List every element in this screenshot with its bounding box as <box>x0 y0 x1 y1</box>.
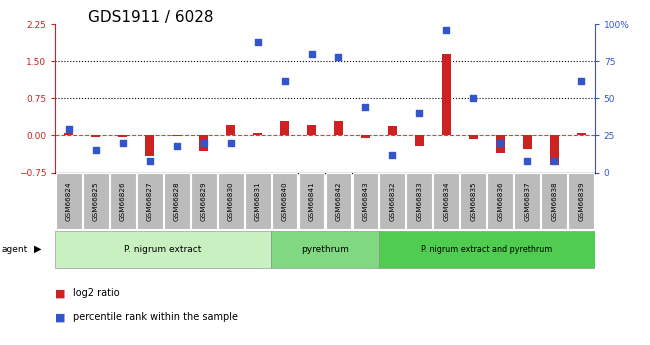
FancyBboxPatch shape <box>298 173 324 229</box>
Text: GSM66831: GSM66831 <box>255 181 261 221</box>
Point <box>387 152 398 157</box>
Text: GSM66836: GSM66836 <box>497 181 503 221</box>
Point <box>90 148 101 153</box>
Bar <box>496 135 504 153</box>
Text: pyrethrum: pyrethrum <box>301 245 349 254</box>
Bar <box>442 54 450 135</box>
Bar <box>226 125 235 135</box>
Text: GSM66827: GSM66827 <box>147 181 153 221</box>
FancyBboxPatch shape <box>164 173 190 229</box>
Text: agent: agent <box>1 245 27 254</box>
Text: log2 ratio: log2 ratio <box>73 288 120 298</box>
Text: GSM66830: GSM66830 <box>227 181 233 221</box>
FancyBboxPatch shape <box>406 173 432 229</box>
Point <box>441 27 452 33</box>
Text: GSM66828: GSM66828 <box>174 181 179 221</box>
Point <box>172 143 182 149</box>
Text: GSM66832: GSM66832 <box>389 181 395 221</box>
Text: GSM66835: GSM66835 <box>471 181 476 221</box>
Point <box>495 140 506 146</box>
FancyBboxPatch shape <box>434 173 460 229</box>
Text: P. nigrum extract: P. nigrum extract <box>124 245 202 254</box>
Bar <box>254 133 262 135</box>
Bar <box>388 126 396 135</box>
Bar <box>577 133 586 135</box>
FancyBboxPatch shape <box>460 173 486 229</box>
FancyBboxPatch shape <box>110 173 136 229</box>
Point <box>118 140 128 146</box>
Bar <box>200 135 208 151</box>
FancyBboxPatch shape <box>352 173 378 229</box>
Bar <box>361 135 370 138</box>
FancyBboxPatch shape <box>568 173 594 229</box>
FancyBboxPatch shape <box>55 231 271 267</box>
Text: GSM66842: GSM66842 <box>335 181 341 221</box>
Point <box>64 127 74 132</box>
Text: percentile rank within the sample: percentile rank within the sample <box>73 313 239 322</box>
Text: GSM66840: GSM66840 <box>281 181 287 221</box>
FancyBboxPatch shape <box>379 231 595 267</box>
Bar <box>307 125 316 135</box>
FancyBboxPatch shape <box>56 173 82 229</box>
Bar <box>64 133 73 135</box>
Text: ■: ■ <box>55 313 66 322</box>
Bar <box>92 135 100 137</box>
Bar <box>334 120 343 135</box>
Point <box>522 158 532 164</box>
Point <box>226 140 236 146</box>
Point <box>198 140 209 146</box>
FancyBboxPatch shape <box>136 173 162 229</box>
Bar <box>280 120 289 135</box>
Text: GSM66825: GSM66825 <box>93 181 99 221</box>
FancyBboxPatch shape <box>218 173 244 229</box>
Text: GSM66837: GSM66837 <box>525 181 530 221</box>
FancyBboxPatch shape <box>272 173 298 229</box>
FancyBboxPatch shape <box>541 173 567 229</box>
FancyBboxPatch shape <box>271 231 379 267</box>
Bar <box>415 135 424 146</box>
FancyBboxPatch shape <box>83 173 109 229</box>
Text: GSM66824: GSM66824 <box>66 181 72 221</box>
Bar <box>172 135 181 136</box>
Bar <box>118 135 127 137</box>
Point <box>333 54 344 60</box>
Text: GSM66838: GSM66838 <box>551 181 557 221</box>
Text: GSM66834: GSM66834 <box>443 181 449 221</box>
Point <box>414 110 424 116</box>
Text: GSM66826: GSM66826 <box>120 181 125 221</box>
FancyBboxPatch shape <box>244 173 270 229</box>
Point <box>360 105 370 110</box>
Text: GDS1911 / 6028: GDS1911 / 6028 <box>88 10 213 25</box>
Text: GSM66829: GSM66829 <box>201 181 207 221</box>
Text: GSM66841: GSM66841 <box>309 181 315 221</box>
Point <box>549 158 560 164</box>
Text: P. nigrum extract and pyrethrum: P. nigrum extract and pyrethrum <box>421 245 552 254</box>
Point <box>576 78 586 83</box>
FancyBboxPatch shape <box>326 173 352 229</box>
Point <box>144 158 155 164</box>
Bar <box>469 135 478 139</box>
Point <box>252 39 263 45</box>
Point <box>280 78 290 83</box>
Text: GSM66833: GSM66833 <box>417 181 423 221</box>
Text: ▶: ▶ <box>34 244 42 254</box>
Point <box>306 51 317 57</box>
Text: ■: ■ <box>55 288 66 298</box>
FancyBboxPatch shape <box>190 173 216 229</box>
Bar <box>550 135 558 165</box>
Text: GSM66839: GSM66839 <box>578 181 584 221</box>
Text: GSM66843: GSM66843 <box>363 181 369 221</box>
FancyBboxPatch shape <box>514 173 540 229</box>
FancyBboxPatch shape <box>380 173 406 229</box>
Bar <box>523 135 532 149</box>
FancyBboxPatch shape <box>488 173 514 229</box>
Bar <box>146 135 154 156</box>
Point <box>468 96 478 101</box>
